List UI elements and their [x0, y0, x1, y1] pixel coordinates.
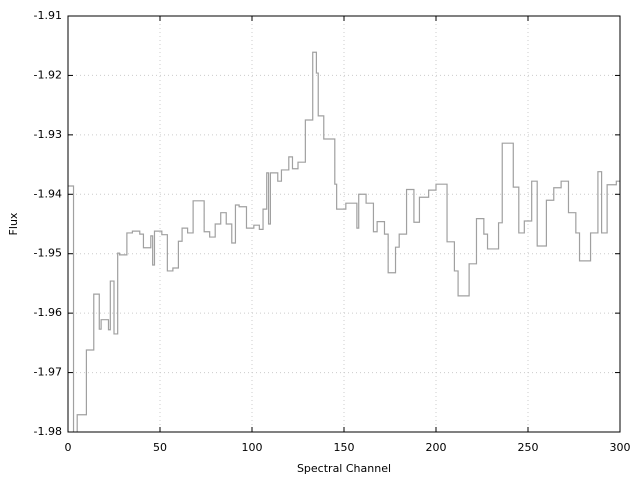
x-tick-label: 250 — [518, 441, 539, 454]
x-tick-label: 150 — [334, 441, 355, 454]
x-tick-label: 0 — [65, 441, 72, 454]
line-series — [68, 51, 620, 432]
y-tick-label: -1.98 — [34, 425, 62, 438]
y-tick-label: -1.97 — [34, 366, 62, 379]
y-tick-label: -1.96 — [34, 306, 62, 319]
x-axis-label: Spectral Channel — [297, 462, 391, 475]
x-tick-label: 100 — [242, 441, 263, 454]
x-tick-label: 50 — [153, 441, 167, 454]
x-tick-label: 300 — [610, 441, 631, 454]
x-tick-label: 200 — [426, 441, 447, 454]
y-tick-label: -1.93 — [34, 128, 62, 141]
y-axis-label: Flux — [7, 212, 20, 235]
y-tick-label: -1.92 — [34, 68, 62, 81]
plot-frame — [67, 15, 621, 433]
y-tick-label: -1.94 — [34, 187, 62, 200]
y-tick-label: -1.91 — [34, 9, 62, 22]
y-tick-label: -1.95 — [34, 247, 62, 260]
